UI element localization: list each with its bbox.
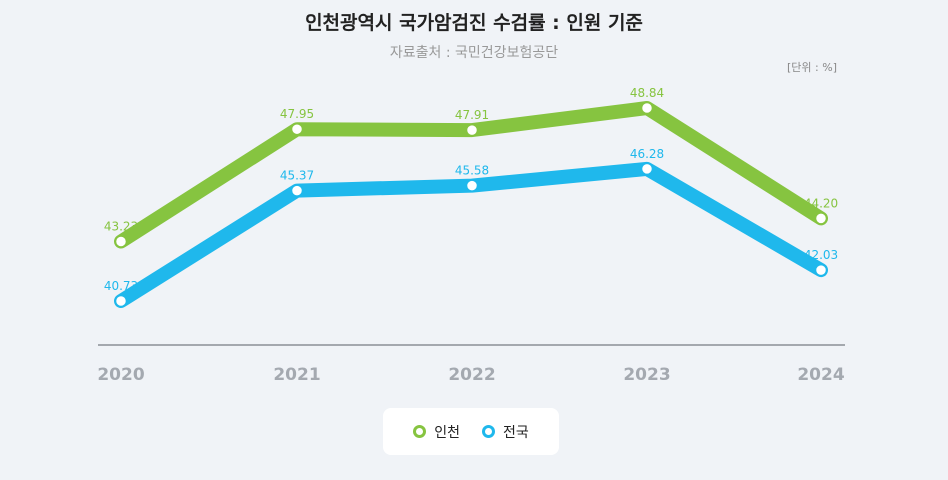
data-label-0-2: 47.91 <box>455 108 489 122</box>
data-point-0-2[interactable] <box>465 123 479 137</box>
legend-label-national: 전국 <box>503 424 529 441</box>
x-tick-label-2020: 2020 <box>97 365 144 385</box>
legend-item-incheon[interactable]: 인천 <box>413 422 460 442</box>
data-label-1-4: 42.03 <box>804 248 838 262</box>
data-label-1-0: 40.73 <box>104 279 138 293</box>
data-point-0-0[interactable] <box>114 235 128 248</box>
data-label-0-1: 47.95 <box>280 107 314 121</box>
data-point-0-4[interactable] <box>814 212 828 225</box>
data-label-1-1: 45.37 <box>280 169 314 183</box>
data-point-1-2[interactable] <box>465 179 479 192</box>
data-label-1-3: 46.28 <box>630 147 664 161</box>
data-label-0-3: 48.84 <box>630 86 664 100</box>
legend: 인천 전국 <box>383 408 559 455</box>
data-point-0-1[interactable] <box>290 122 304 136</box>
legend-marker-incheon-icon <box>413 425 427 438</box>
data-point-1-4[interactable] <box>814 263 828 277</box>
data-point-1-0[interactable] <box>114 294 128 308</box>
chart-title: 인천광역시 국가암검진 수검률 : 인원 기준 <box>305 12 643 34</box>
data-label-0-0: 43.23 <box>104 220 138 234</box>
data-label-1-2: 45.58 <box>455 164 489 178</box>
data-point-1-3[interactable] <box>640 162 654 176</box>
x-tick-label-2023: 2023 <box>623 365 670 385</box>
data-point-1-1[interactable] <box>290 184 304 197</box>
data-point-0-3[interactable] <box>640 101 654 115</box>
x-tick-label-2022: 2022 <box>448 365 495 385</box>
x-tick-label-2024: 2024 <box>797 365 844 385</box>
legend-item-national[interactable]: 전국 <box>482 422 529 442</box>
unit-label: [단위 : %] <box>787 61 837 74</box>
legend-label-incheon: 인천 <box>434 424 460 441</box>
legend-marker-national-icon <box>482 425 495 438</box>
chart-subtitle: 자료출처 : 국민건강보험공단 <box>389 45 559 61</box>
x-tick-label-2021: 2021 <box>273 365 320 385</box>
data-label-0-4: 44.20 <box>804 196 838 210</box>
